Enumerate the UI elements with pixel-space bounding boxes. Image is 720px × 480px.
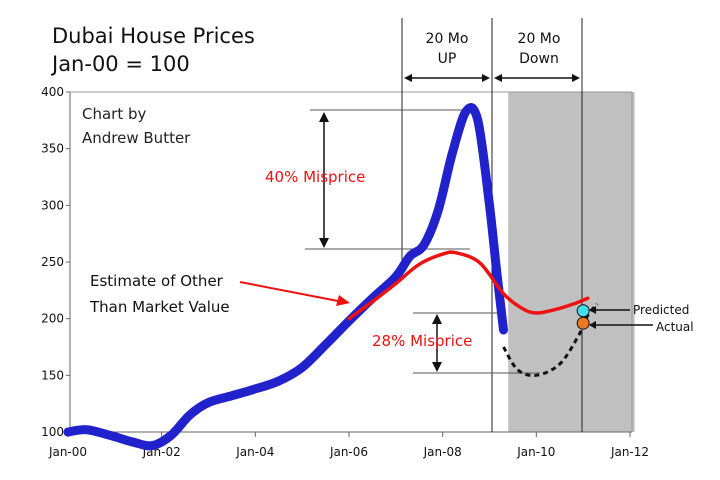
predicted-pointer-head bbox=[589, 306, 596, 314]
estimate-label-line2: Than Market Value bbox=[89, 298, 230, 316]
series-other-than-market-value bbox=[347, 250, 590, 321]
shaded-down-region bbox=[508, 92, 635, 432]
x-tick-label: Jan-00 bbox=[48, 445, 87, 459]
misprice28-arrow-down bbox=[432, 362, 442, 372]
misprice28-arrow-up bbox=[432, 314, 442, 324]
x-tick-label: Jan-10 bbox=[516, 445, 555, 459]
credit-line1: Chart by bbox=[82, 105, 147, 123]
down-arrow-right bbox=[572, 74, 580, 82]
actual-pointer-head bbox=[589, 321, 596, 329]
up-label-line1: 20 Mo bbox=[426, 31, 469, 47]
y-tick-label: 350 bbox=[41, 142, 64, 156]
misprice28-label: 28% Misprice bbox=[372, 332, 472, 350]
predicted-marker bbox=[576, 304, 590, 318]
actual-marker bbox=[576, 316, 590, 330]
down-label-line2: Down bbox=[519, 51, 559, 67]
up-label-line2: UP bbox=[438, 51, 457, 67]
series-projection bbox=[502, 302, 599, 378]
estimate-pointer-head bbox=[336, 295, 350, 306]
y-tick-label: 150 bbox=[41, 368, 64, 382]
x-tick-label: Jan-08 bbox=[423, 445, 462, 459]
x-tick-labels: Jan-00 Jan-02 Jan-04 Jan-06 Jan-08 Jan-10 Jan-… bbox=[48, 432, 649, 459]
y-tick-label: 400 bbox=[41, 85, 64, 99]
y-tick-label: 100 bbox=[41, 425, 64, 439]
y-tick-label: 250 bbox=[41, 255, 64, 269]
x-tick-label: Jan-12 bbox=[610, 445, 649, 459]
misprice40-arrow-up bbox=[319, 112, 329, 122]
up-arrow-right bbox=[482, 74, 490, 82]
actual-label: Actual bbox=[656, 320, 694, 334]
y-tick-labels: 100 150 200 250 300 350 400 bbox=[41, 85, 70, 439]
chart-title-line2: Jan-00 = 100 bbox=[50, 52, 190, 76]
y-tick-label: 300 bbox=[41, 198, 64, 212]
x-tick-label: Jan-06 bbox=[329, 445, 368, 459]
up-arrow-left bbox=[404, 74, 412, 82]
x-tick-label: Jan-04 bbox=[235, 445, 274, 459]
misprice40-arrow-down bbox=[319, 238, 329, 248]
chart-title-line1: Dubai House Prices bbox=[52, 24, 255, 48]
estimate-label-line1: Estimate of Other bbox=[90, 272, 224, 290]
down-label-line1: 20 Mo bbox=[518, 31, 561, 47]
credit-line2: Andrew Butter bbox=[82, 129, 191, 147]
predicted-label: Predicted bbox=[633, 303, 689, 317]
down-arrow-left bbox=[494, 74, 502, 82]
y-tick-label: 200 bbox=[41, 312, 64, 326]
series-price bbox=[63, 103, 508, 451]
misprice40-label: 40% Misprice bbox=[265, 168, 365, 186]
estimate-pointer bbox=[239, 281, 339, 302]
